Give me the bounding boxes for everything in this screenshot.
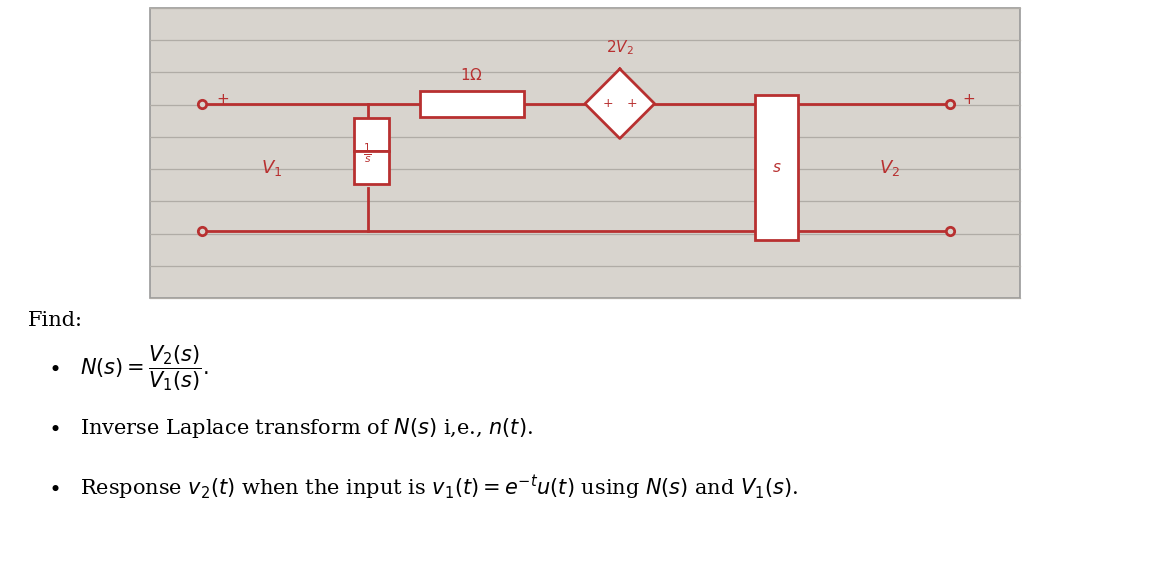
Bar bbox=[755, 95, 798, 240]
Polygon shape bbox=[585, 69, 654, 138]
Text: +: + bbox=[627, 97, 638, 110]
Text: +: + bbox=[216, 92, 229, 107]
Text: +: + bbox=[963, 92, 975, 107]
Text: +: + bbox=[603, 97, 613, 110]
Text: Inverse Laplace transform of $N(s)$ i,e., $n(t)$.: Inverse Laplace transform of $N(s)$ i,e.… bbox=[80, 416, 534, 440]
Text: $V_1$: $V_1$ bbox=[261, 157, 282, 177]
Text: Response $v_2(t)$ when the input is $v_1(t) = e^{-t}u(t)$ using $N(s)$ and $V_1(: Response $v_2(t)$ when the input is $v_1… bbox=[80, 474, 798, 502]
Text: $1\Omega$: $1\Omega$ bbox=[461, 67, 483, 83]
Bar bbox=[355, 118, 390, 151]
Text: $\bullet$: $\bullet$ bbox=[48, 478, 60, 498]
Text: $N(s) = \dfrac{V_2(s)}{V_1(s)}.$: $N(s) = \dfrac{V_2(s)}{V_1(s)}.$ bbox=[80, 343, 208, 393]
Text: Find:: Find: bbox=[28, 311, 83, 329]
Text: $s$: $s$ bbox=[771, 160, 782, 175]
Text: $\bullet$: $\bullet$ bbox=[48, 358, 60, 378]
Bar bbox=[150, 8, 1020, 298]
Bar bbox=[420, 91, 524, 117]
Text: $2V_2$: $2V_2$ bbox=[606, 38, 634, 57]
Text: $V_2$: $V_2$ bbox=[879, 157, 900, 177]
Text: $\bullet$: $\bullet$ bbox=[48, 418, 60, 438]
Bar bbox=[355, 151, 390, 184]
Text: $\frac{1}{s}$: $\frac{1}{s}$ bbox=[363, 141, 372, 165]
